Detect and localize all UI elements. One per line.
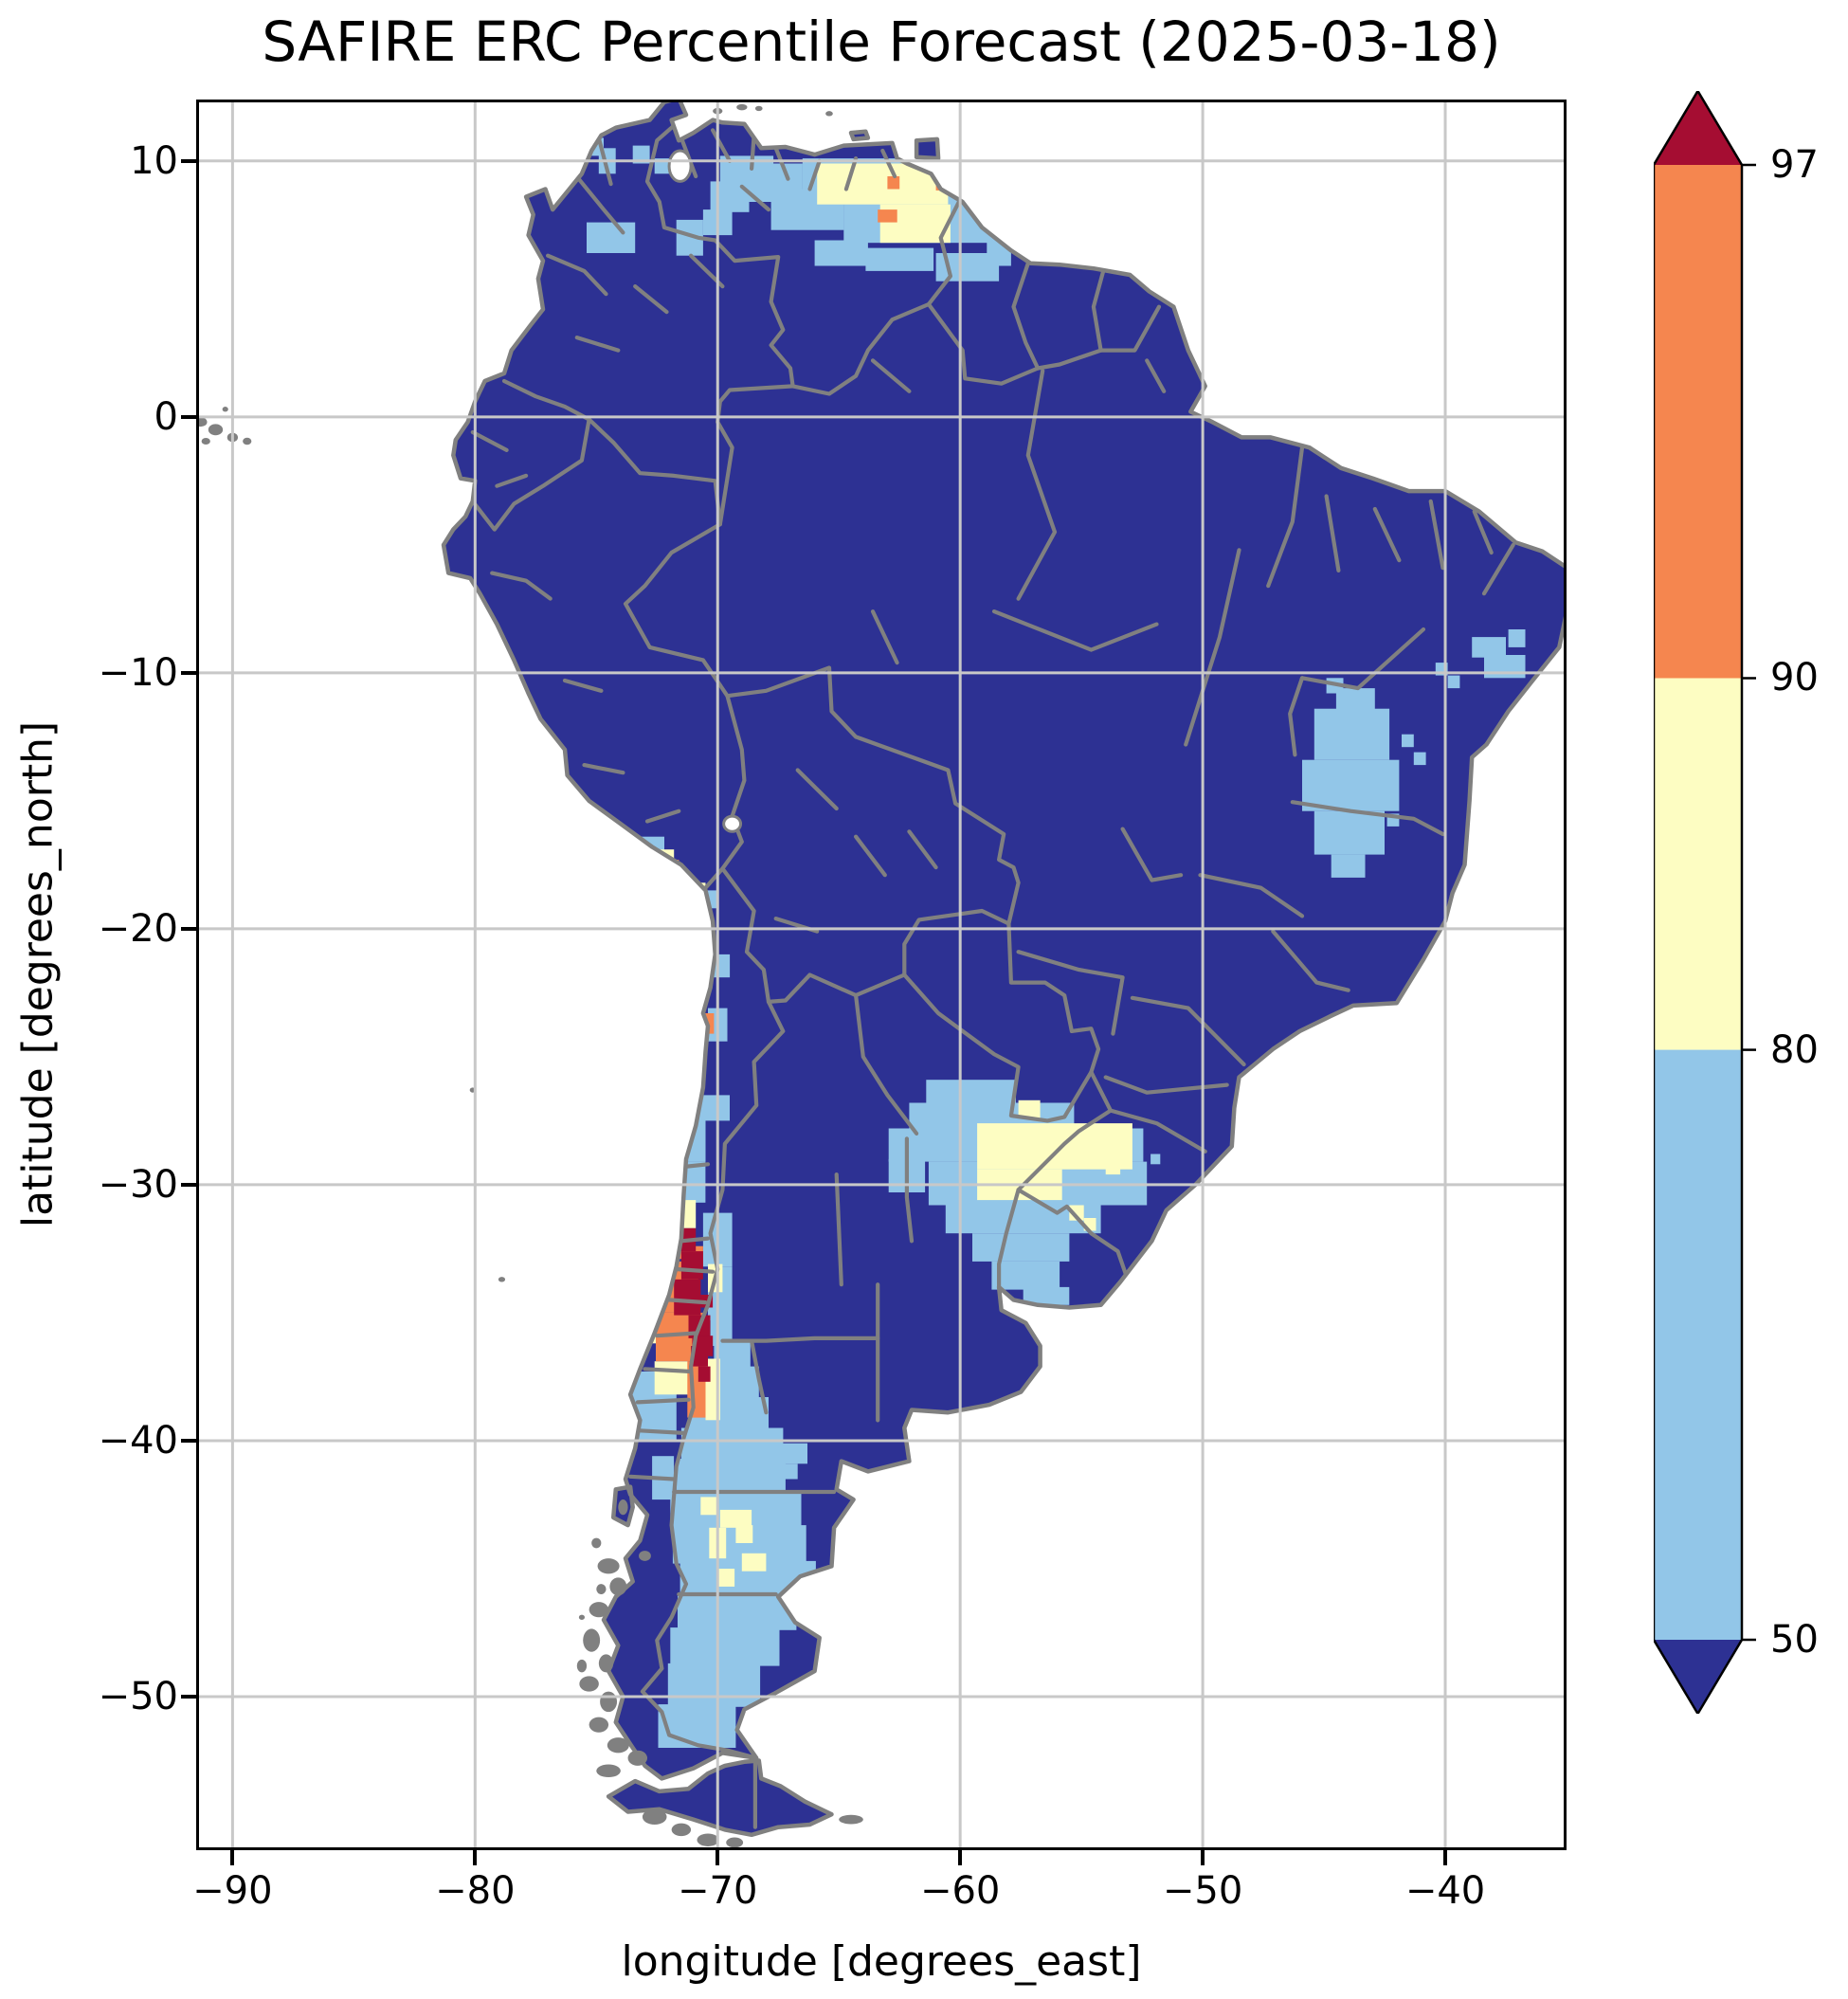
- cell-p50_80: [865, 247, 934, 271]
- y-tick-mark: [181, 670, 196, 675]
- cell-p50_80: [1472, 637, 1506, 658]
- colorbar-svg: [1652, 88, 1756, 1717]
- y-tick-label: −50: [98, 1674, 178, 1718]
- cell-p50_80: [987, 240, 1011, 266]
- y-tick-mark: [181, 1182, 196, 1187]
- cell-p50_80: [678, 1594, 797, 1630]
- x-tick-mark: [1201, 1850, 1205, 1865]
- cell-p50_80: [1335, 688, 1375, 712]
- graticule-gridlines: [199, 102, 1564, 1847]
- y-tick-label: 0: [154, 394, 178, 439]
- x-tick-mark: [473, 1850, 478, 1865]
- cell-p50_80: [1508, 629, 1526, 647]
- small-islands: [199, 103, 863, 1847]
- x-tick-mark: [230, 1850, 235, 1865]
- x-axis-label: longitude [degrees_east]: [621, 1937, 1142, 1986]
- cell-p50_80: [926, 1080, 1016, 1106]
- y-axis-label: latitude [degrees_north]: [13, 720, 63, 1228]
- cell-p80_90: [741, 1553, 767, 1572]
- cell-p50_80: [1314, 810, 1385, 855]
- admin-boundaries: [470, 113, 1515, 1829]
- cell-p80_90: [1018, 1099, 1041, 1118]
- y-tick-mark: [181, 158, 196, 163]
- lakes: [667, 149, 743, 833]
- cell-p80_90: [719, 1509, 752, 1528]
- cell-p50_80: [658, 1704, 736, 1748]
- cell-p80_90: [1069, 1205, 1084, 1221]
- cell-p80_90: [654, 1361, 689, 1395]
- cell-p50_80: [1023, 1286, 1070, 1305]
- cell-p90_97: [887, 176, 900, 190]
- cell-p50_80: [632, 145, 650, 164]
- cell-p50_80: [1331, 854, 1366, 878]
- cell-p80_90: [700, 1497, 718, 1516]
- cell-p50_80: [680, 1427, 784, 1462]
- x-tick-label: −90: [192, 1869, 273, 1913]
- y-tick-mark: [181, 1438, 196, 1443]
- y-tick-mark: [181, 1694, 196, 1699]
- cell-p50_80: [1413, 752, 1426, 766]
- x-tick-label: −40: [1404, 1869, 1486, 1913]
- y-tick-label: −30: [98, 1162, 178, 1207]
- colorbar-tick-label: 97: [1770, 143, 1819, 187]
- y-tick-label: −40: [98, 1418, 178, 1463]
- x-tick-mark: [958, 1850, 963, 1865]
- cell-p50_80: [1447, 675, 1460, 689]
- cell-p50_80: [1150, 1154, 1161, 1165]
- x-tick-mark: [1443, 1850, 1448, 1865]
- cell-p97plus: [674, 1279, 701, 1316]
- coastline: [441, 102, 1564, 1838]
- cell-p90_97: [878, 209, 897, 223]
- cell-p50_80: [587, 222, 636, 253]
- y-tick-label: −10: [98, 650, 178, 695]
- south-america-map: [199, 102, 1564, 1847]
- cell-p50_80: [1402, 734, 1414, 748]
- cell-p80_90: [1105, 1158, 1121, 1175]
- colorbar-tick-label: 50: [1770, 1618, 1819, 1662]
- colorbar-tick-label: 90: [1770, 656, 1819, 700]
- map-plot-area: [196, 100, 1567, 1850]
- cell-p50_80: [1314, 708, 1390, 760]
- cell-p50_80: [783, 1463, 798, 1480]
- cell-p50_80: [670, 1627, 780, 1666]
- colorbar: [1652, 88, 1760, 1717]
- x-tick-label: −70: [678, 1869, 758, 1913]
- cell-p80_90: [735, 1525, 753, 1543]
- cell-p80_90: [817, 163, 949, 205]
- cell-p50_80: [1484, 655, 1526, 679]
- y-tick-mark: [181, 414, 196, 419]
- cell-p50_80: [1302, 759, 1400, 811]
- cell-p50_80: [991, 1261, 1060, 1290]
- colorbar-tick-label: 80: [1770, 1027, 1819, 1072]
- cell-p80_90: [717, 1569, 735, 1587]
- x-tick-label: −60: [919, 1869, 1001, 1913]
- page-title: SAFIRE ERC Percentile Forecast (2025-03-…: [262, 9, 1501, 74]
- x-tick-label: −80: [435, 1869, 516, 1913]
- land-fill: [444, 102, 1564, 1835]
- cell-p50_80: [676, 1458, 786, 1495]
- cell-p97plus: [680, 1251, 703, 1280]
- x-tick-label: −50: [1162, 1869, 1243, 1913]
- cell-p50_80: [775, 1443, 807, 1464]
- y-tick-label: 10: [130, 138, 178, 183]
- y-tick-mark: [181, 926, 196, 931]
- cell-p97plus: [698, 1366, 711, 1382]
- x-tick-mark: [716, 1850, 720, 1865]
- cell-p50_80: [667, 1663, 761, 1707]
- y-tick-label: −20: [98, 906, 178, 951]
- cell-p50_80: [972, 1233, 1070, 1262]
- cell-p50_80: [814, 240, 868, 266]
